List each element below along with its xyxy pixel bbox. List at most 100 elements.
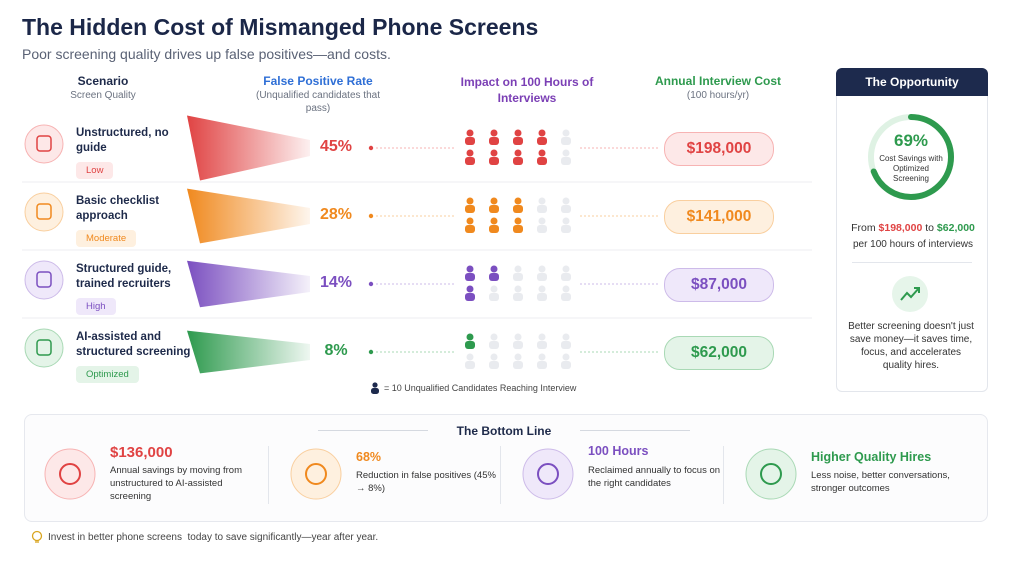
item-icon-bg (745, 448, 797, 500)
person-icon-body (537, 273, 547, 281)
person-icon-body (561, 361, 571, 369)
person-icon-body (561, 273, 571, 281)
divider (580, 430, 690, 431)
person-icon-head (538, 353, 546, 361)
item-icon (522, 448, 574, 500)
person-icon-body (489, 273, 499, 281)
item-icon-bg (522, 448, 574, 500)
item-icon (44, 448, 96, 500)
person-icon-body (489, 293, 499, 301)
person-icon-head (514, 149, 522, 157)
person-icon-head (490, 129, 498, 137)
column-title: False Positive Rate (263, 74, 373, 88)
person-icon-head (562, 217, 570, 225)
person-icon-body (489, 157, 499, 165)
opportunity-title: The Opportunity (836, 68, 988, 96)
person-icon-body (513, 137, 523, 145)
column-subtitle: (100 hours/yr) (686, 90, 750, 101)
person-icon-body (513, 225, 523, 233)
person-icon-head (562, 333, 570, 341)
person-icon-body (561, 157, 571, 165)
item-divider (268, 446, 269, 504)
person-icon-head (466, 217, 474, 225)
divider (318, 430, 428, 431)
funnel (187, 115, 310, 181)
false-positive-rate: 8% (324, 342, 348, 359)
legend: = 10 Unqualified Candidates Reaching Int… (370, 382, 576, 394)
item-divider (500, 446, 501, 504)
savings-caption: Cost Savings with Optimized Screening (879, 154, 943, 183)
person-icon-body (465, 361, 475, 369)
scenario-icon-glyph (36, 135, 52, 152)
funnel (187, 188, 310, 244)
person-icon-head (562, 129, 570, 137)
savings-percent: 69% (893, 131, 929, 150)
to-value: $62,000 (936, 222, 975, 234)
divider (852, 262, 972, 263)
person-icon-head (466, 333, 474, 341)
item-text: Annual savings by moving from unstructur… (110, 465, 243, 502)
person-icon-body (561, 341, 571, 349)
item-headline: 100 Hours (588, 444, 649, 458)
quality-badge: Optimized (76, 366, 139, 383)
item-icon-glyph (537, 463, 559, 485)
person-icon-body (513, 341, 523, 349)
person-icon-body (465, 293, 475, 301)
person-icon-head (538, 285, 546, 293)
ring-arc (868, 114, 954, 200)
from-label: From (851, 222, 876, 234)
person-icon-head (562, 285, 570, 293)
person-icon-head (466, 265, 474, 273)
person-icon-head (538, 333, 546, 341)
person-icon-head (466, 285, 474, 293)
person-icon-head (490, 197, 498, 205)
person-icon-head (538, 197, 546, 205)
column-title: Scenario (77, 74, 129, 88)
person-icon-head (538, 149, 546, 157)
person-icon-body (489, 361, 499, 369)
title: The Hidden Cost of Mismanged Phone Scree… (22, 14, 539, 40)
funnel (187, 330, 310, 374)
person-icon-body (513, 205, 523, 213)
column-title: Impact on 100 Hours of Interviews (460, 75, 594, 105)
scenario-name: Structured guide, trained recruiters (76, 263, 172, 290)
scenario-icon (24, 260, 64, 300)
person-icon-head (514, 265, 522, 273)
item-icon (290, 448, 342, 500)
person-icon-head (514, 353, 522, 361)
trend-icon (892, 276, 928, 312)
person-icon-head (490, 333, 498, 341)
annual-cost: $141,000 (664, 200, 774, 234)
legend-text: = 10 Unqualified Candidates Reaching Int… (384, 383, 577, 393)
from-to: From $198,000 to $62,000 (838, 222, 988, 235)
connector-dot (368, 213, 374, 219)
item-icon-glyph (760, 463, 782, 485)
person-icon-head (514, 333, 522, 341)
per-text: per 100 hours of interviews (852, 239, 974, 250)
person-icon-head (466, 149, 474, 157)
person-icon-body (537, 225, 547, 233)
person-icon-body (537, 361, 547, 369)
scenario-icon (24, 192, 64, 232)
person-icon-body (489, 205, 499, 213)
quality-badge: Moderate (76, 230, 137, 247)
bottom-line-box (24, 414, 988, 522)
person-icon-body (561, 137, 571, 145)
connector-dot (368, 281, 374, 287)
opportunity-note: Better screening doesn't just save money… (848, 321, 974, 371)
scenario-icon-glyph (36, 271, 52, 288)
person-icon-body (537, 137, 547, 145)
false-positive-rate: 14% (319, 274, 353, 291)
scenario-name: Basic checklist approach (76, 195, 160, 222)
person-icon-body (561, 225, 571, 233)
column-subtitle: (Unqualified candidates that pass) (256, 90, 380, 114)
person-icon-body (513, 157, 523, 165)
person-icon-head (490, 265, 498, 273)
person-icon-body (465, 273, 475, 281)
person-icon-body (465, 205, 475, 213)
item-divider (723, 446, 724, 504)
savings-ring (868, 114, 954, 200)
subtitle: Poor screening quality drives up false p… (22, 46, 391, 62)
connector-dot (368, 349, 374, 355)
